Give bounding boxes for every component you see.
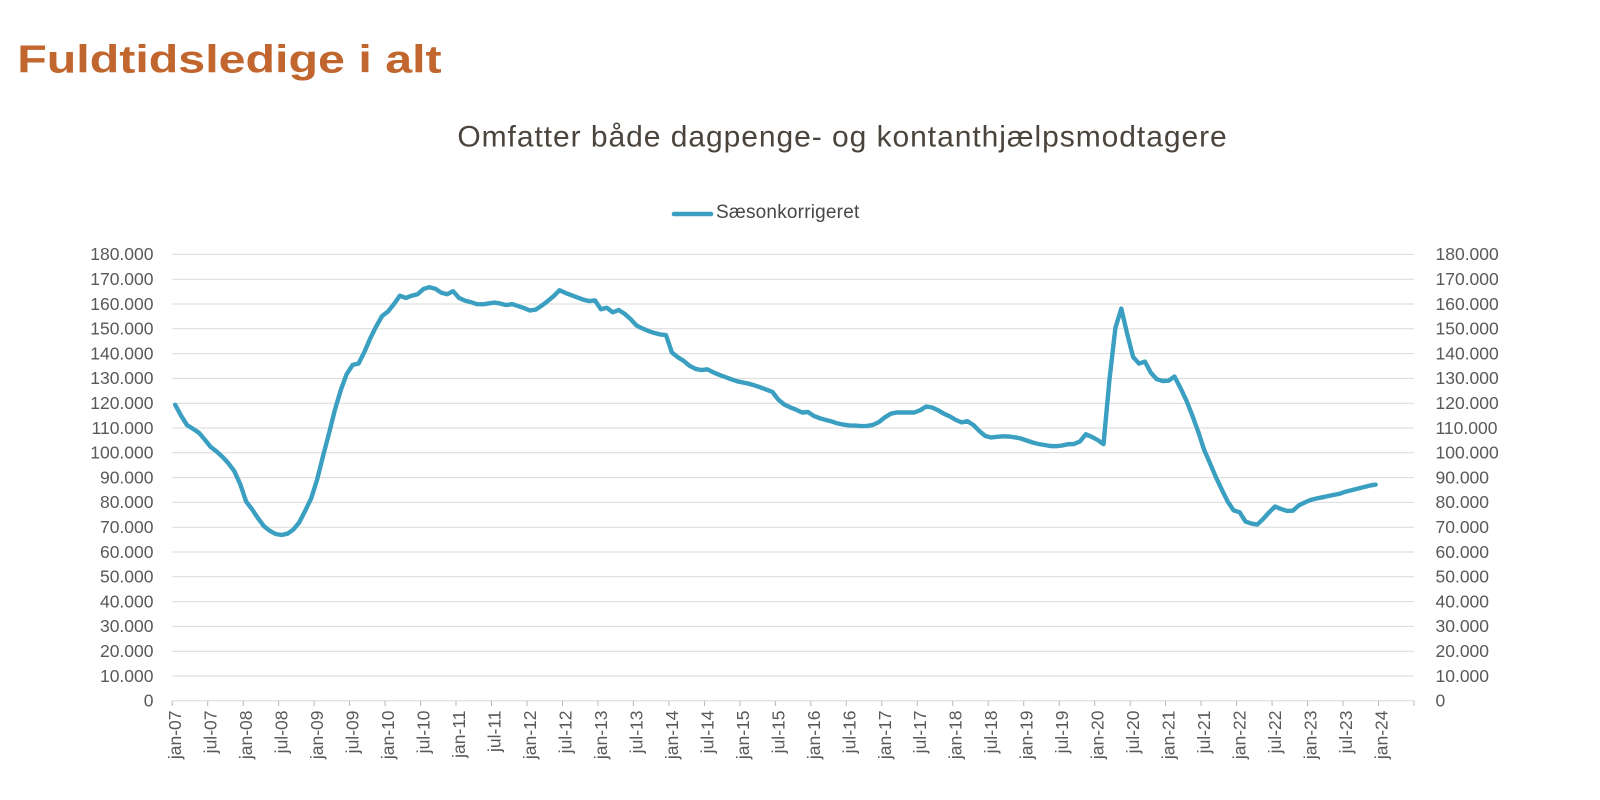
svg-text:50.000: 50.000 xyxy=(1436,567,1490,587)
svg-text:jul-07: jul-07 xyxy=(201,711,221,755)
svg-text:jul-14: jul-14 xyxy=(697,710,717,754)
svg-text:10.000: 10.000 xyxy=(1436,666,1490,686)
svg-text:120.000: 120.000 xyxy=(1436,393,1500,413)
svg-text:jan-20: jan-20 xyxy=(1088,710,1108,760)
svg-text:Fuldtidsledige i alt: Fuldtidsledige i alt xyxy=(17,38,442,82)
svg-text:150.000: 150.000 xyxy=(90,319,154,339)
svg-text:130.000: 130.000 xyxy=(1436,368,1500,388)
svg-text:180.000: 180.000 xyxy=(1436,244,1500,264)
svg-text:jul-22: jul-22 xyxy=(1265,711,1285,755)
svg-text:jan-21: jan-21 xyxy=(1159,711,1179,761)
svg-text:70.000: 70.000 xyxy=(100,517,154,537)
svg-text:jul-13: jul-13 xyxy=(626,711,646,755)
svg-text:10.000: 10.000 xyxy=(100,666,154,686)
svg-text:jan-08: jan-08 xyxy=(236,711,256,761)
svg-text:70.000: 70.000 xyxy=(1436,517,1490,537)
svg-text:80.000: 80.000 xyxy=(1436,492,1490,512)
svg-text:40.000: 40.000 xyxy=(100,591,154,611)
svg-text:Sæsonkorrigeret: Sæsonkorrigeret xyxy=(716,202,860,223)
svg-text:40.000: 40.000 xyxy=(1436,591,1490,611)
svg-text:160.000: 160.000 xyxy=(1436,294,1500,314)
svg-text:140.000: 140.000 xyxy=(90,343,154,363)
svg-text:110.000: 110.000 xyxy=(92,418,154,438)
svg-text:jul-20: jul-20 xyxy=(1123,710,1143,754)
svg-text:jan-24: jan-24 xyxy=(1372,710,1392,760)
svg-text:jan-23: jan-23 xyxy=(1301,711,1321,761)
svg-text:60.000: 60.000 xyxy=(100,542,154,562)
svg-text:100.000: 100.000 xyxy=(1436,443,1500,463)
svg-text:jul-17: jul-17 xyxy=(910,711,930,755)
svg-text:jan-16: jan-16 xyxy=(804,711,824,761)
svg-text:80.000: 80.000 xyxy=(100,492,154,512)
svg-text:jul-23: jul-23 xyxy=(1336,711,1356,755)
svg-text:jan-13: jan-13 xyxy=(591,711,611,761)
svg-text:jan-17: jan-17 xyxy=(875,711,895,761)
svg-text:jan-15: jan-15 xyxy=(733,711,753,761)
svg-text:jul-18: jul-18 xyxy=(981,711,1001,755)
svg-text:60.000: 60.000 xyxy=(1436,542,1490,562)
svg-text:160.000: 160.000 xyxy=(90,294,154,314)
svg-text:140.000: 140.000 xyxy=(1436,343,1500,363)
svg-text:130.000: 130.000 xyxy=(90,368,154,388)
svg-text:150.000: 150.000 xyxy=(1436,319,1500,339)
svg-text:120.000: 120.000 xyxy=(90,393,154,413)
svg-text:20.000: 20.000 xyxy=(1436,641,1490,661)
svg-text:0: 0 xyxy=(1436,691,1446,711)
svg-text:0: 0 xyxy=(144,691,154,711)
svg-text:jul-09: jul-09 xyxy=(343,711,363,755)
svg-text:jan-10: jan-10 xyxy=(378,710,398,760)
svg-text:jul-12: jul-12 xyxy=(555,711,575,755)
svg-text:jan-07: jan-07 xyxy=(165,711,185,761)
svg-text:170.000: 170.000 xyxy=(1436,269,1500,289)
svg-text:90.000: 90.000 xyxy=(1436,467,1490,487)
svg-text:30.000: 30.000 xyxy=(1436,616,1490,636)
svg-text:jan-09: jan-09 xyxy=(307,711,327,761)
svg-text:jan-18: jan-18 xyxy=(946,711,966,761)
svg-text:jan-22: jan-22 xyxy=(1230,711,1250,761)
svg-text:jul-15: jul-15 xyxy=(768,711,788,755)
svg-text:jan-14: jan-14 xyxy=(662,710,682,760)
svg-text:100.000: 100.000 xyxy=(90,443,154,463)
svg-text:jul-21: jul-21 xyxy=(1194,711,1214,755)
svg-text:30.000: 30.000 xyxy=(100,616,154,636)
svg-text:jul-16: jul-16 xyxy=(839,711,859,755)
svg-text:jul-10: jul-10 xyxy=(414,710,434,754)
svg-text:jul-19: jul-19 xyxy=(1052,711,1072,755)
svg-text:50.000: 50.000 xyxy=(100,567,154,587)
svg-text:110.000: 110.000 xyxy=(1436,418,1498,438)
svg-text:jan-19: jan-19 xyxy=(1017,711,1037,761)
svg-text:jan-11: jan-11 xyxy=(449,711,469,759)
svg-text:180.000: 180.000 xyxy=(90,244,154,264)
svg-text:90.000: 90.000 xyxy=(100,467,154,487)
svg-text:Omfatter både dagpenge- og kon: Omfatter både dagpenge- og kontanthjælps… xyxy=(457,121,1227,154)
svg-text:170.000: 170.000 xyxy=(90,269,154,289)
svg-text:jul-11: jul-11 xyxy=(485,711,505,754)
svg-text:jan-12: jan-12 xyxy=(520,711,540,761)
svg-text:20.000: 20.000 xyxy=(100,641,154,661)
svg-text:jul-08: jul-08 xyxy=(272,711,292,755)
